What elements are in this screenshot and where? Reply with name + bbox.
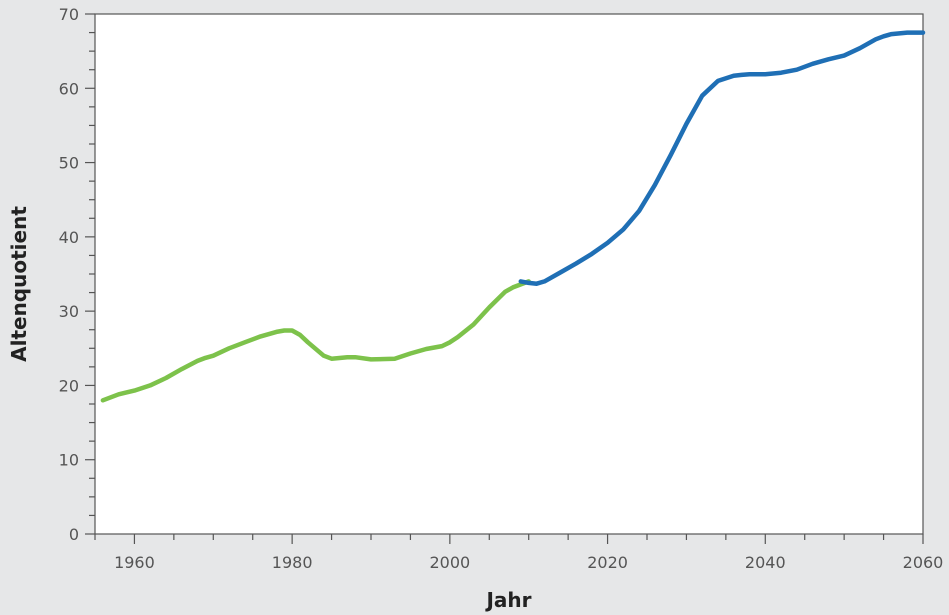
series-line-2 <box>518 30 926 286</box>
x-tick-label: 1960 <box>114 553 155 572</box>
x-tick-label: 1980 <box>272 553 313 572</box>
x-tick-label: 2040 <box>745 553 786 572</box>
x-tick-label: 2020 <box>587 553 628 572</box>
y-tick-label: 0 <box>69 525 79 544</box>
x-axis-title: Jahr <box>484 588 531 612</box>
series-line-1 <box>100 279 531 403</box>
x-tick-label: 2000 <box>429 553 470 572</box>
plot-area <box>94 13 924 535</box>
y-tick-label: 40 <box>59 228 79 247</box>
y-tick-label: 10 <box>59 451 79 470</box>
x-tick-label: 2060 <box>903 553 944 572</box>
y-tick-label: 20 <box>59 376 79 395</box>
y-tick-label: 50 <box>59 154 79 173</box>
y-tick-label: 70 <box>59 5 79 24</box>
x-axis: 1960 1980 2000 2020 2040 2060 <box>94 534 944 572</box>
y-tick-label: 60 <box>59 79 79 98</box>
series-layer <box>100 30 926 403</box>
y-axis-title: Altenquotient <box>7 206 31 362</box>
y-axis: 0 10 20 30 40 50 60 70 <box>59 5 95 544</box>
y-tick-label: 30 <box>59 302 79 321</box>
